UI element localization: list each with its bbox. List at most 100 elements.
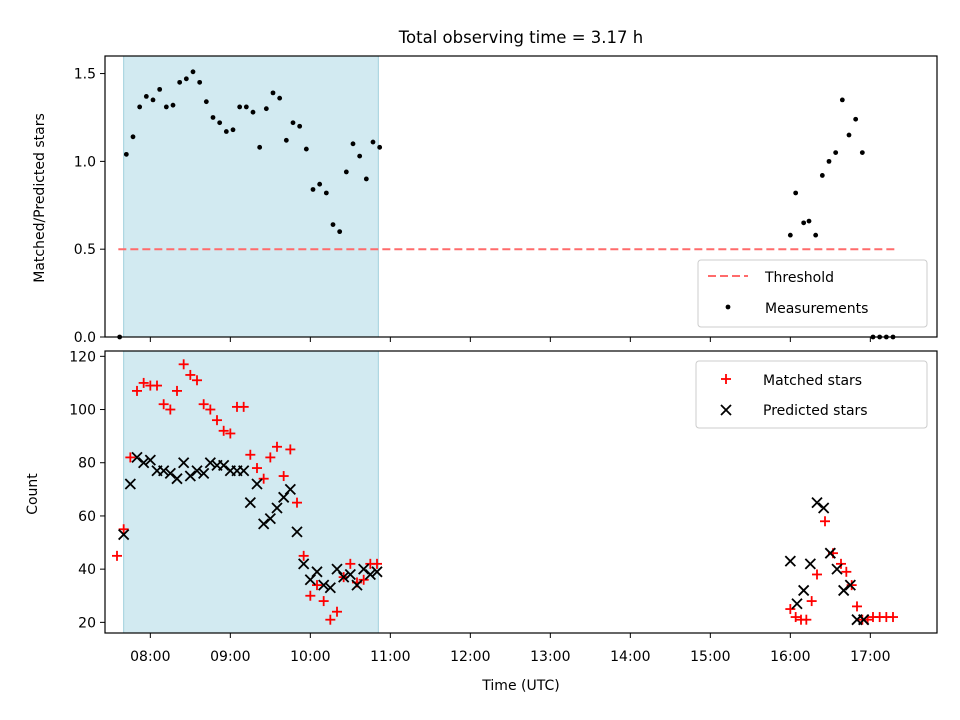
matched-star-point [272,441,282,452]
bottom-x-tick-label: 13:00 [530,649,570,665]
x-b [344,568,356,581]
legend-predicted-swatch [720,404,732,416]
matched-star-point [358,574,369,585]
matched-star-point [225,428,236,439]
bottom-y-tick-label: 40 [78,562,96,578]
measurement-point [377,144,383,150]
matched-star-point [312,580,322,591]
predicted-star-point [858,614,870,626]
measurement-point [123,151,129,157]
top-shaded-span [123,55,379,338]
x-b [191,465,203,477]
predicted-star-point [844,579,856,591]
bottom-y-tick-label: 80 [78,456,96,472]
measurement-point [250,109,256,115]
measurement-point [317,181,323,187]
x-b [358,563,370,575]
predicted-star-point [331,563,343,575]
predicted-star-point [344,568,356,581]
top-y-tick-label: 0.5 [74,242,96,258]
bottom-shaded-span [123,350,379,634]
measurement-point [839,97,845,103]
matched-star-point [245,449,256,460]
x-b [798,584,810,597]
matched-star-point [790,612,801,623]
predicted-star-point [838,584,850,597]
measurement-point [270,90,276,96]
predicted-star-point [204,457,216,469]
x-b [858,614,870,626]
predicted-star-point [351,579,363,591]
matched-star-point [198,399,209,410]
x-b [324,582,336,594]
predicted-star-point [158,465,170,477]
measurement-point [143,93,149,99]
bottom-x-tick-label: 14:00 [610,649,650,665]
matched-star-point [292,497,302,508]
top-y-axis-label: Matched/Predicted stars [32,113,48,283]
measurement-point [833,150,839,155]
matched-star-point [192,375,202,386]
measurement-point [806,218,812,224]
matched-star-point [138,377,149,388]
matched-star-point [178,359,189,370]
predicted-star-point [198,467,210,480]
predicted-star-point [304,574,316,586]
x-b [844,579,856,591]
measurement-point [323,190,329,196]
predicted-star-point [264,512,276,525]
predicted-star-point [824,547,836,559]
predicted-star-point [311,566,323,578]
matched-star-point [212,415,222,426]
x-b [124,478,136,490]
measurement-point [350,141,356,147]
x-b [318,579,330,591]
x-b [364,568,376,581]
matched-star-point [318,596,329,607]
predicted-star-point [178,457,190,469]
bottom-y-tick-label: 20 [78,615,96,631]
x-b [331,563,343,575]
predicted-star-point [811,497,823,509]
x-b [198,467,210,480]
bottom-legend-box [695,360,928,429]
matched-star-point [806,596,817,607]
matched-star-point [252,463,262,474]
x-b [131,451,143,464]
measurement-point [217,120,223,126]
measurement-point [846,132,852,138]
x-b [811,497,823,509]
legend-matched-label: Matched stars [763,373,862,389]
x-b [298,558,310,570]
x-b [371,566,383,578]
matched-star-point [345,558,356,569]
measurement-point [363,176,369,182]
matched-star-point [841,566,852,577]
measurement-point [277,95,283,101]
x-b [158,465,170,477]
x-b [144,454,156,466]
measurement-point [237,104,243,110]
legend-threshold-label: Threshold [764,270,834,286]
predicted-star-point [291,526,303,538]
predicted-star-point [324,582,336,594]
matched-star-point [258,473,269,484]
matched-star-point [785,604,796,615]
matched-star-point [325,614,336,625]
x-b [338,571,350,583]
x-b [251,478,263,490]
matched-star-point [852,601,862,612]
bottom-panel: 20 40 60 80 100 120 08:00 09:00 10:00 11:00 12:00 1… [69,349,938,665]
matched-star-point [332,606,342,617]
matched-star-point [285,444,296,455]
measurement-point [223,129,229,134]
predicted-star-point [244,497,256,509]
x-b [258,518,270,530]
measurement-point [130,134,136,140]
bottom-x-tick-label: 12:00 [450,649,490,665]
predicted-star-point [278,491,290,503]
predicted-star-point [218,459,230,472]
measurement-point [190,69,196,75]
predicted-star-point [238,465,250,477]
matched-star-point [238,401,249,412]
